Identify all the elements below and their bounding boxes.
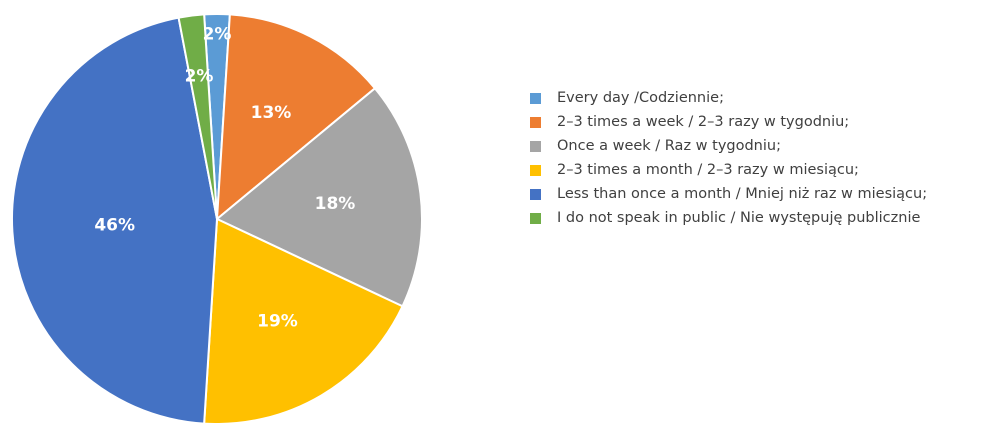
legend-swatch bbox=[530, 140, 541, 152]
slice-data-label: 13% bbox=[251, 103, 292, 123]
chart-legend: Every day /Codziennie; 2–3 times a week /… bbox=[530, 86, 927, 230]
legend-label: 2–3 times a month / 2–3 razy w miesiącu; bbox=[557, 162, 859, 178]
legend-swatch bbox=[530, 116, 541, 128]
legend-swatch bbox=[530, 188, 541, 200]
pie-slice bbox=[177, 13, 218, 220]
pie-data-labels: 2% 13% 18% 19% 46% 2% bbox=[94, 25, 355, 332]
pie-slice bbox=[216, 13, 376, 220]
legend-swatch bbox=[530, 212, 541, 224]
legend-label: Every day /Codziennie; bbox=[557, 90, 724, 106]
slice-data-label: 2% bbox=[203, 25, 232, 45]
legend-item: I do not speak in public / Nie występuję… bbox=[530, 206, 927, 230]
pie-slices bbox=[10, 12, 423, 423]
pie-slice bbox=[216, 87, 423, 308]
pie-slice bbox=[203, 218, 404, 423]
legend-label: Once a week / Raz w tygodniu; bbox=[557, 138, 781, 154]
slice-data-label: 19% bbox=[257, 311, 298, 331]
legend-item: Every day /Codziennie; bbox=[530, 86, 927, 110]
legend-label: Less than once a month / Mniej niż raz w… bbox=[557, 186, 928, 202]
slice-data-label: 2% bbox=[185, 67, 214, 87]
slice-data-label: 46% bbox=[94, 215, 135, 235]
legend-label: 2–3 times a week / 2–3 razy w tygodniu; bbox=[557, 114, 850, 130]
pie-slice bbox=[10, 16, 218, 423]
legend-item: 2–3 times a month / 2–3 razy w miesiącu; bbox=[530, 158, 927, 182]
slice-data-label: 18% bbox=[315, 194, 356, 214]
legend-swatch bbox=[530, 164, 541, 176]
legend-swatch bbox=[530, 92, 541, 104]
legend-item: Less than once a month / Mniej niż raz w… bbox=[530, 182, 927, 206]
legend-item: Once a week / Raz w tygodniu; bbox=[530, 134, 927, 158]
legend-item: 2–3 times a week / 2–3 razy w tygodniu; bbox=[530, 110, 927, 134]
legend-label: I do not speak in public / Nie występuję… bbox=[557, 210, 921, 226]
